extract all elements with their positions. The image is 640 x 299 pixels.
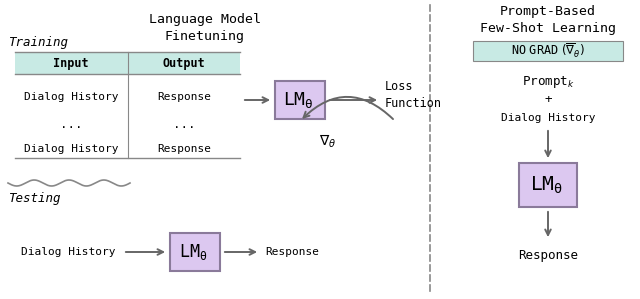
Text: Dialog History: Dialog History [500,113,595,123]
Text: Dialog History: Dialog History [20,247,115,257]
Text: Dialog History: Dialog History [24,92,118,102]
Text: +: + [544,94,552,106]
Text: Response: Response [265,247,319,257]
Text: ...: ... [60,118,83,130]
Text: Response: Response [518,248,578,262]
Text: $\mathtt{NO\ GRAD}\ (\overline{\nabla}_\theta)$: $\mathtt{NO\ GRAD}\ (\overline{\nabla}_\… [511,42,585,60]
Text: $\mathtt{LM}_\mathtt{\theta}$: $\mathtt{LM}_\mathtt{\theta}$ [283,90,314,110]
Text: $\mathtt{LM}_\mathtt{\theta}$: $\mathtt{LM}_\mathtt{\theta}$ [179,242,207,262]
Text: $\mathtt{Prompt}_k$: $\mathtt{Prompt}_k$ [522,74,574,90]
Text: Dialog History: Dialog History [24,144,118,154]
Text: Output: Output [163,57,205,69]
Text: Language Model
Finetuning: Language Model Finetuning [149,13,261,43]
Text: Response: Response [157,92,211,102]
Bar [15,52,240,74]
FancyBboxPatch shape [519,163,577,207]
Text: Prompt-Based
Few-Shot Learning: Prompt-Based Few-Shot Learning [480,5,616,35]
Text: Response: Response [157,144,211,154]
FancyBboxPatch shape [473,41,623,61]
FancyBboxPatch shape [275,81,325,119]
Text: Testing: Testing [8,192,61,205]
Text: $\mathtt{LM}_\mathtt{\theta}$: $\mathtt{LM}_\mathtt{\theta}$ [529,174,563,196]
Text: Input: Input [53,57,89,69]
Text: $\nabla_\theta$: $\nabla_\theta$ [319,132,337,150]
Text: Loss
Function: Loss Function [385,80,442,110]
Text: Training: Training [8,36,68,49]
FancyBboxPatch shape [170,233,220,271]
Text: ...: ... [173,118,195,130]
